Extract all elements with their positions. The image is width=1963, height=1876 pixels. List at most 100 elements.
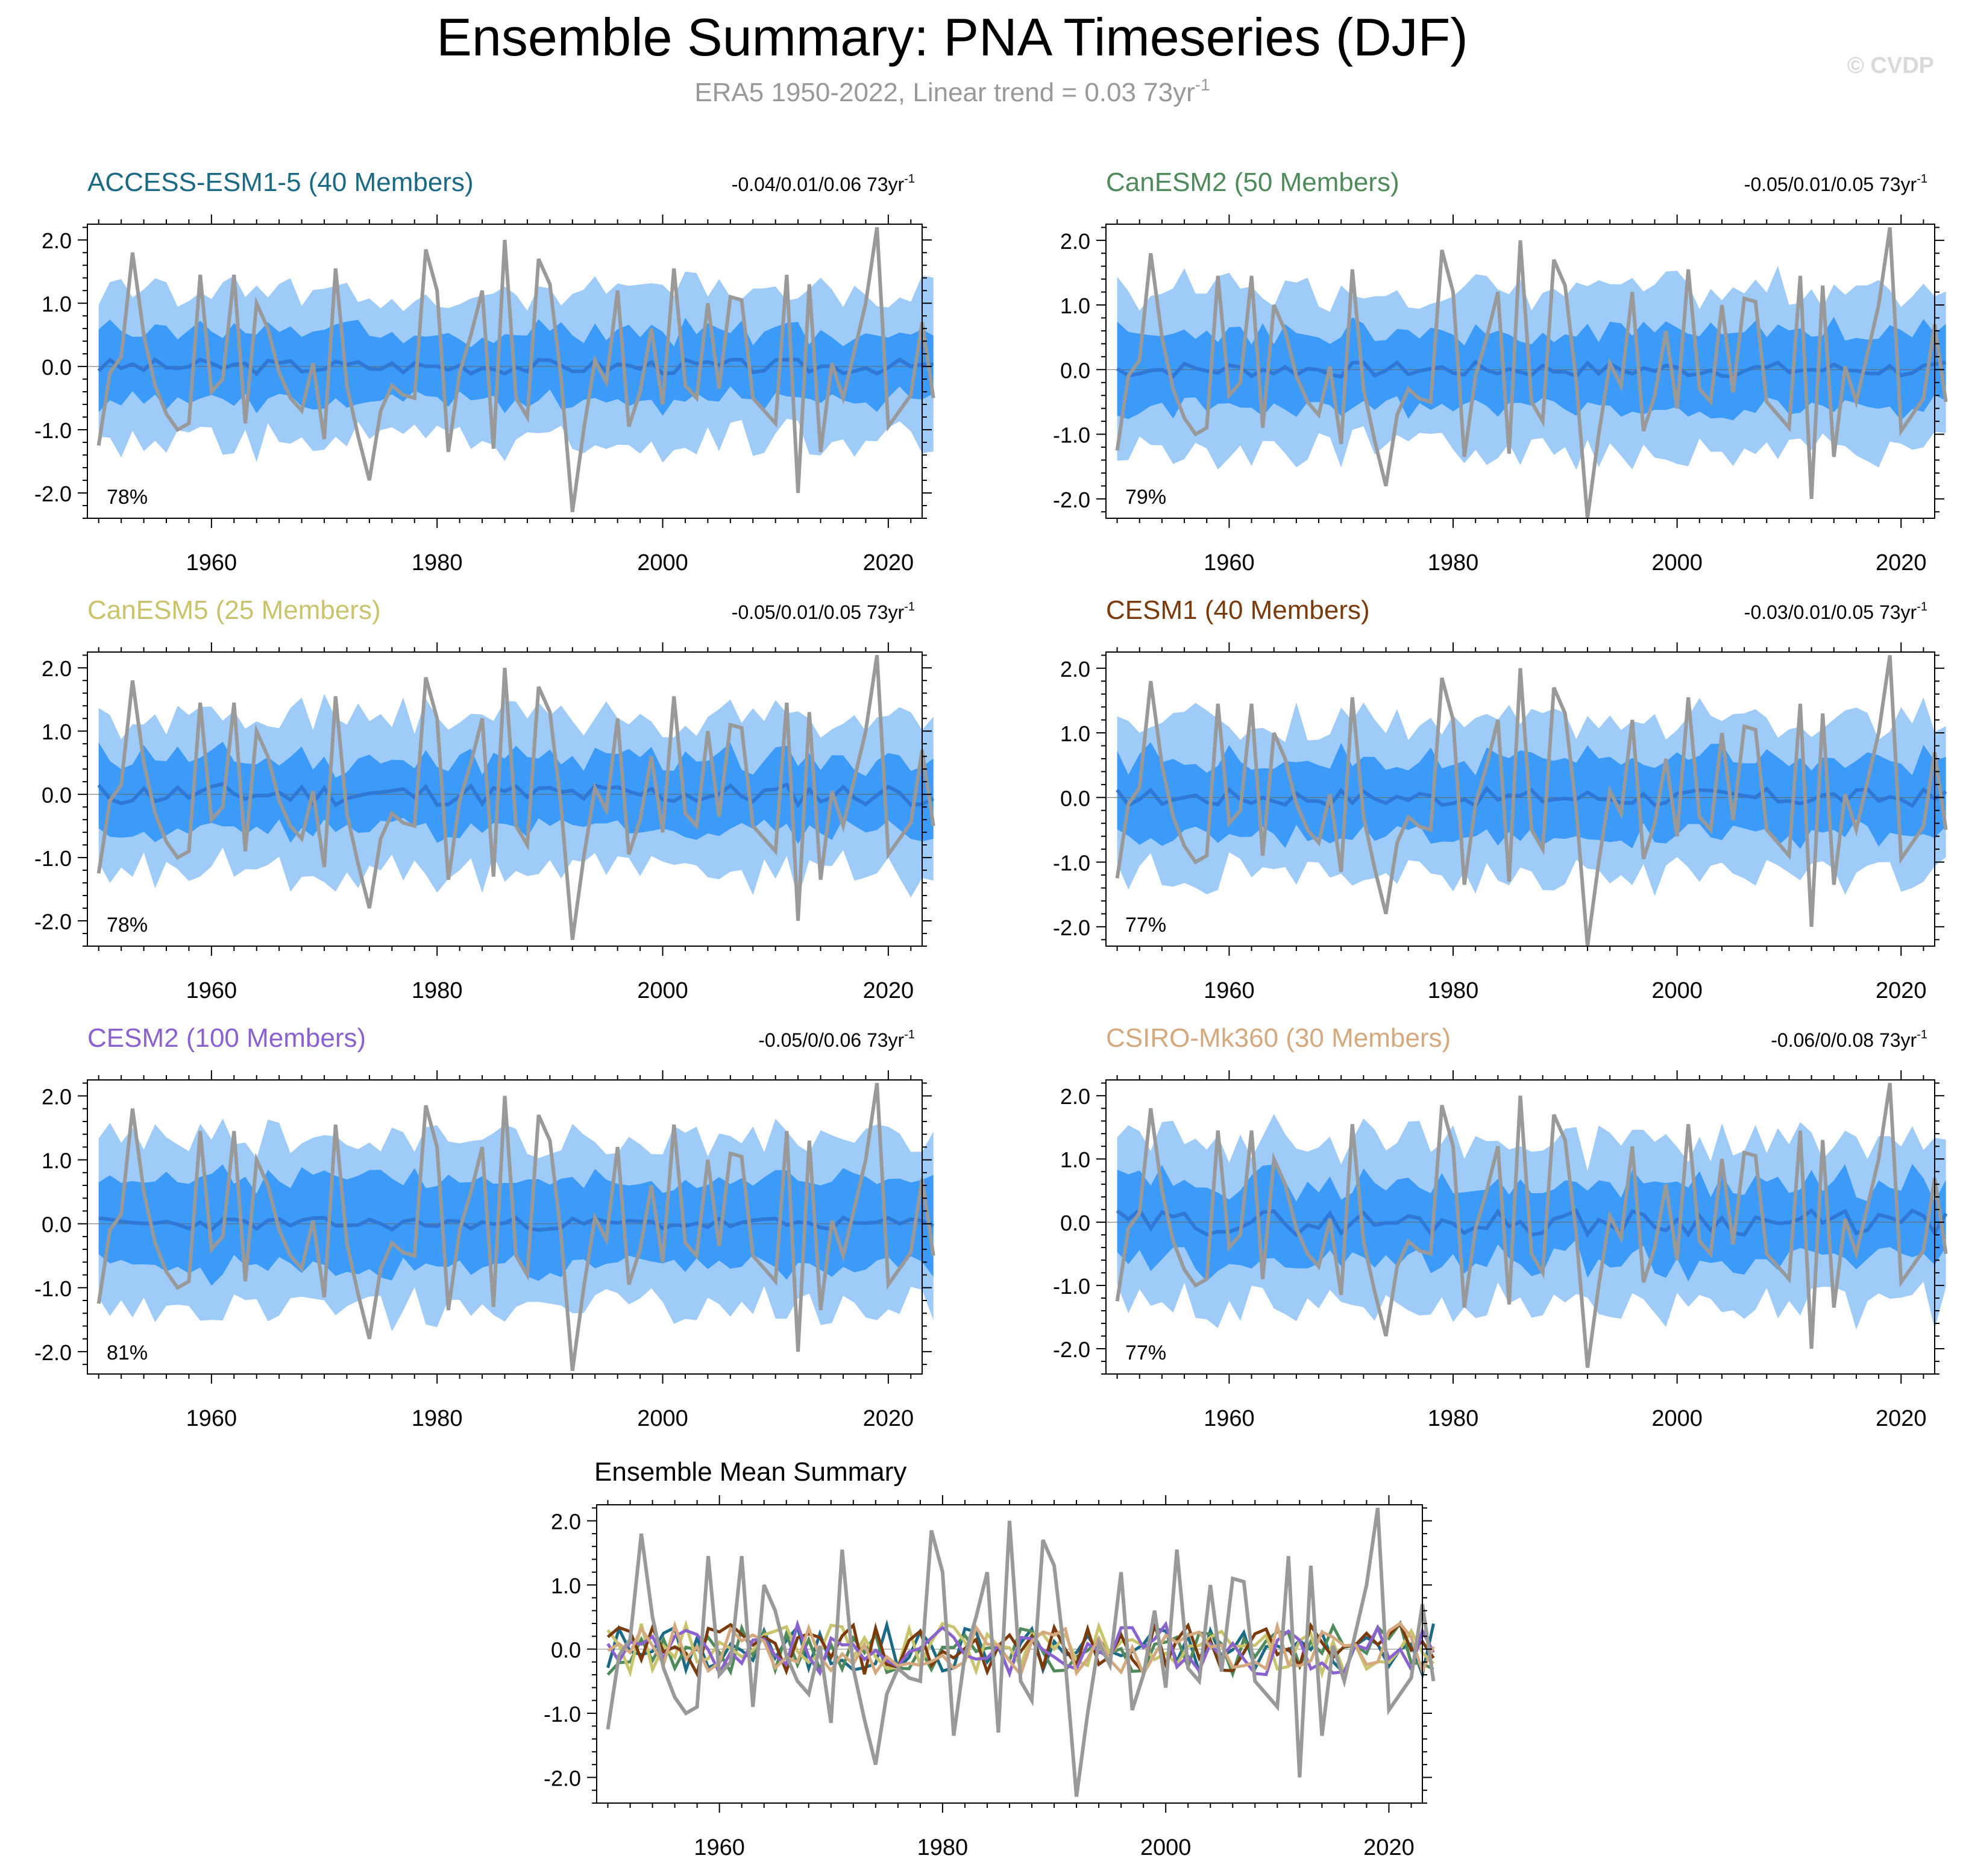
trend-text: -0.05/0.01/0.05 73yr xyxy=(732,601,905,623)
y-tick-label: -2.0 xyxy=(544,1766,581,1790)
x-tick-label: 2000 xyxy=(637,550,688,576)
era5-obs-line xyxy=(96,654,935,940)
ensemble-mean-line xyxy=(98,1215,934,1232)
inner-spread-band xyxy=(1117,1164,1946,1282)
x-tick-label: 1960 xyxy=(186,550,237,576)
y-tick-label: -1.0 xyxy=(34,1276,72,1301)
trend-text: -0.06/0/0.08 73yr xyxy=(1771,1029,1917,1051)
ensemble-mean-line xyxy=(1116,359,1947,379)
x-tick-label: 1960 xyxy=(186,1406,237,1431)
panel-title: CESM1 (40 Members) xyxy=(1106,595,1370,625)
x-tick-label: 1960 xyxy=(1204,978,1255,1003)
x-tick-label: 2020 xyxy=(1876,550,1927,576)
trend-label: -0.05/0/0.06 73yr-1 xyxy=(758,1028,915,1051)
y-tick-label: 1.0 xyxy=(1060,721,1090,746)
panel-csiro-mk360: 2.0 1.0 0.0 -1.0 -2.0 1960 1980 2000 2020 CSIRO-M… xyxy=(1053,1023,1948,1431)
y-tick-label: 2.0 xyxy=(1060,657,1090,682)
trend-label: -0.05/0.01/0.05 73yr-1 xyxy=(1744,172,1927,195)
x-tick-label: 1980 xyxy=(917,1835,969,1860)
era5-obs-line xyxy=(1115,654,1948,947)
x-tick-label: 1960 xyxy=(1204,1406,1255,1431)
y-tick-label: -2.0 xyxy=(1053,1337,1090,1362)
x-tick-label: 2020 xyxy=(1876,978,1927,1003)
subtitle: ERA5 1950-2022, Linear trend = 0.03 73yr… xyxy=(694,75,1210,107)
x-tick-label: 2000 xyxy=(1140,1835,1192,1860)
x-tick-label: 2020 xyxy=(863,550,914,576)
panel-title: ACCESS-ESM1-5 (40 Members) xyxy=(87,168,474,197)
y-tick-label: 0.0 xyxy=(1060,358,1090,383)
panels: 2.0 1.0 0.0 -1.0 -2.0 1960 1980 2000 2020 ACCESS-… xyxy=(34,168,1948,1860)
y-tick-label: 2.0 xyxy=(1060,229,1090,254)
ensemble-mean-series-5 xyxy=(606,1619,1435,1678)
x-tick-label: 2000 xyxy=(637,978,688,1003)
percent-label: 77% xyxy=(1125,1341,1166,1364)
y-tick-label: -2.0 xyxy=(34,1340,72,1365)
trend-sup: -1 xyxy=(904,1028,915,1041)
trend-sup: -1 xyxy=(904,172,915,186)
x-tick-label: 2020 xyxy=(1363,1835,1415,1860)
x-tick-label: 2020 xyxy=(863,1406,914,1431)
y-tick-label: 2.0 xyxy=(42,228,72,253)
x-tick-label: 2020 xyxy=(863,978,914,1003)
ensemble-mean-line xyxy=(1116,785,1947,809)
trend-label: -0.06/0/0.08 73yr-1 xyxy=(1771,1028,1927,1051)
cvdp-watermark: © CVDP xyxy=(1847,53,1934,78)
panel-title: CESM2 (100 Members) xyxy=(87,1023,366,1053)
panel-ensemble-mean-summary: 2.0 1.0 0.0 -1.0 -2.0 1960 1980 2000 2020 Ensembl… xyxy=(544,1457,1436,1860)
trend-sup: -1 xyxy=(904,600,915,613)
x-tick-label: 1960 xyxy=(186,978,237,1003)
y-tick-label: 0.0 xyxy=(42,355,72,380)
trend-text: -0.05/0/0.06 73yr xyxy=(758,1029,904,1051)
panel-cesm1: 2.0 1.0 0.0 -1.0 -2.0 1960 1980 2000 2020 CESM1 (… xyxy=(1053,595,1948,1003)
percent-label: 77% xyxy=(1125,914,1166,936)
y-tick-label: 0.0 xyxy=(42,783,72,808)
x-tick-label: 2000 xyxy=(1651,1406,1703,1431)
y-tick-label: 0.0 xyxy=(42,1212,72,1237)
trend-text: -0.03/0.01/0.05 73yr xyxy=(1744,601,1917,623)
ensemble-mean-line xyxy=(97,782,934,809)
y-tick-label: -1.0 xyxy=(544,1702,581,1727)
trend-sup: -1 xyxy=(1917,172,1927,186)
x-tick-label: 1980 xyxy=(412,978,463,1003)
y-tick-label: -1.0 xyxy=(34,418,72,443)
y-tick-label: -1.0 xyxy=(1053,1274,1090,1299)
y-tick-label: 1.0 xyxy=(42,292,72,316)
trend-label: -0.03/0.01/0.05 73yr-1 xyxy=(1744,600,1927,623)
x-tick-label: 2000 xyxy=(1651,550,1703,576)
x-tick-label: 2000 xyxy=(1651,978,1703,1003)
y-tick-label: 1.0 xyxy=(42,1149,72,1173)
x-tick-label: 1960 xyxy=(694,1835,745,1860)
x-tick-label: 1980 xyxy=(412,1406,463,1431)
x-tick-label: 1980 xyxy=(412,550,463,576)
panel-canesm2: 2.0 1.0 0.0 -1.0 -2.0 1960 1980 2000 2020 CanESM2… xyxy=(1053,168,1948,576)
percent-label: 81% xyxy=(107,1341,148,1364)
y-tick-label: 2.0 xyxy=(1060,1084,1090,1109)
y-tick-label: -2.0 xyxy=(1053,915,1090,940)
x-tick-label: 1980 xyxy=(1428,1406,1479,1431)
main-title: Ensemble Summary: PNA Timeseries (DJF) xyxy=(436,7,1468,67)
x-tick-label: 1980 xyxy=(1428,550,1479,576)
x-tick-label: 1980 xyxy=(1428,978,1479,1003)
trend-text: -0.05/0.01/0.05 73yr xyxy=(1744,174,1917,195)
y-tick-label: 0.0 xyxy=(1060,786,1090,811)
era5-obs-line xyxy=(1115,227,1948,519)
y-tick-label: 2.0 xyxy=(551,1510,581,1534)
y-tick-label: -1.0 xyxy=(1053,851,1090,876)
ensemble-mean-line xyxy=(97,357,934,377)
y-tick-label: 2.0 xyxy=(42,656,72,681)
y-tick-label: -2.0 xyxy=(34,909,72,934)
trend-sup: -1 xyxy=(1917,600,1927,613)
y-tick-label: 2.0 xyxy=(42,1085,72,1109)
panel-title: CanESM5 (25 Members) xyxy=(87,595,381,625)
subtitle-text: ERA5 1950-2022, Linear trend = 0.03 73yr xyxy=(694,78,1195,107)
x-tick-label: 1960 xyxy=(1204,550,1255,576)
y-tick-label: 1.0 xyxy=(1060,293,1090,318)
y-tick-label: -1.0 xyxy=(1053,423,1090,448)
trend-label: -0.05/0.01/0.05 73yr-1 xyxy=(732,600,915,623)
subtitle-sup: -1 xyxy=(1195,75,1210,94)
panel-cesm2: 2.0 1.0 0.0 -1.0 -2.0 1960 1980 2000 2020 CESM2 (… xyxy=(34,1023,935,1431)
y-tick-label: 1.0 xyxy=(42,720,72,744)
trend-text: -0.04/0.01/0.06 73yr xyxy=(732,174,905,195)
y-tick-label: -2.0 xyxy=(1053,488,1090,512)
